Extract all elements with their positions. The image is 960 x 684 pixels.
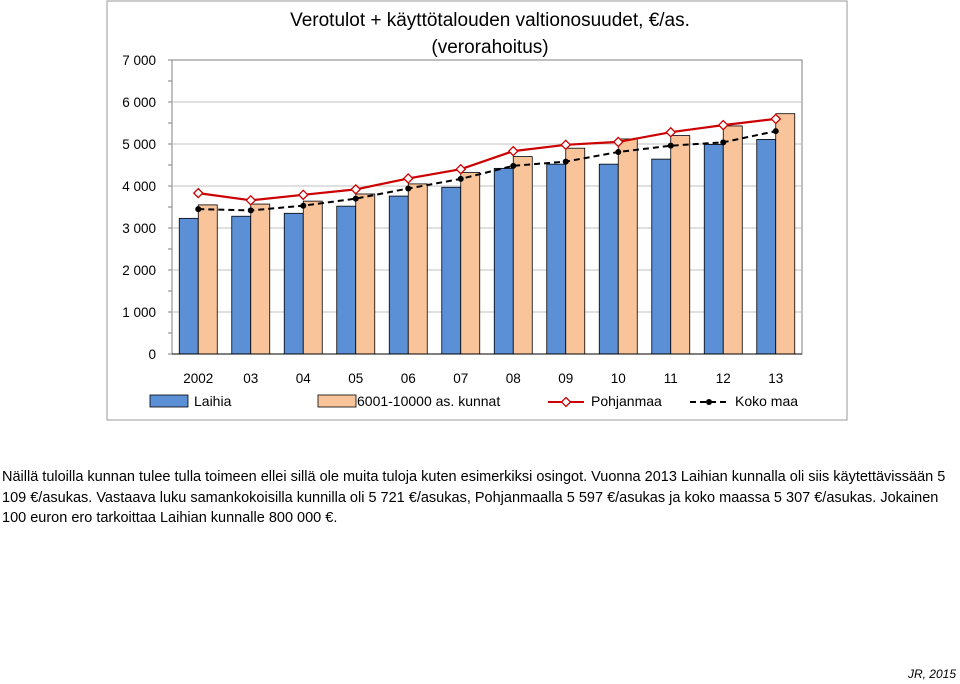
- y-axis-ticks: 0 1 000 2 000 3 000 4 000 5 000 6 000 7 000: [122, 53, 172, 362]
- bar-kunnat: [512, 156, 533, 355]
- point-koko-maa: [772, 128, 779, 135]
- point-pohjanmaa: [507, 145, 519, 157]
- bar-laihia: [231, 215, 252, 355]
- x-tick-label: 10: [611, 371, 626, 386]
- chart-subtitle: (verorahoitus): [431, 37, 548, 58]
- chart: Verotulot + käyttötalouden valtionosuude…: [106, 0, 848, 421]
- point-koko-maa: [300, 202, 307, 209]
- bar-kunnat: [617, 138, 638, 355]
- series-lines: [192, 113, 782, 214]
- bar-laihia: [651, 158, 672, 355]
- bar-kunnat: [460, 172, 481, 355]
- legend-label-pohjanmaa: Pohjanmaa: [591, 393, 662, 409]
- y-tick-label: 1 000: [122, 305, 156, 320]
- bar-laihia: [598, 163, 619, 355]
- bar-laihia: [756, 139, 777, 355]
- bar-kunnat: [565, 147, 586, 355]
- caption-text: Näillä tuloilla kunnan tulee tulla toime…: [2, 469, 946, 526]
- bar-laihia: [441, 186, 462, 355]
- bar-kunnat: [355, 193, 376, 355]
- bar-laihia: [493, 167, 514, 355]
- bar-kunnat: [722, 125, 743, 355]
- x-tick-label: 11: [664, 371, 678, 386]
- x-tick-label: 03: [243, 371, 258, 386]
- x-tick-label: 13: [768, 371, 783, 386]
- x-tick-label: 08: [506, 371, 521, 386]
- bars: [178, 113, 796, 355]
- bar-kunnat: [302, 200, 323, 355]
- y-tick-label: 2 000: [122, 263, 156, 278]
- point-koko-maa: [195, 206, 202, 213]
- bar-kunnat: [775, 113, 796, 355]
- y-tick-label: 7 000: [122, 53, 156, 68]
- point-pohjanmaa: [717, 119, 729, 131]
- point-koko-maa: [352, 195, 359, 202]
- y-tick-label: 3 000: [122, 221, 156, 236]
- bar-laihia: [336, 205, 357, 355]
- legend-marker-pohjanmaa: [560, 396, 572, 408]
- point-pohjanmaa: [297, 189, 309, 201]
- point-pohjanmaa: [612, 136, 624, 148]
- point-koko-maa: [720, 139, 727, 146]
- bar-laihia: [283, 212, 304, 355]
- bar-kunnat: [407, 183, 428, 355]
- point-pohjanmaa: [560, 139, 572, 151]
- x-tick-label: 09: [558, 371, 573, 386]
- bar-laihia: [178, 217, 199, 355]
- x-tick-label: 05: [348, 371, 363, 386]
- legend: Laihia 6001-10000 as. kunnat Pohjanmaa Koko…: [149, 393, 798, 409]
- plot-area: [171, 59, 803, 355]
- point-koko-maa: [247, 207, 254, 214]
- x-tick-label: 04: [296, 371, 312, 386]
- y-tick-label: 6 000: [122, 95, 156, 110]
- point-koko-maa: [510, 162, 517, 169]
- point-pohjanmaa: [455, 163, 467, 175]
- point-pohjanmaa: [350, 183, 362, 195]
- legend-label-kunnat: 6001-10000 as. kunnat: [357, 393, 500, 409]
- line-koko-maa: [198, 130, 777, 212]
- x-tick-label: 2002: [183, 371, 213, 386]
- bar-laihia: [388, 195, 409, 355]
- legend-swatch-laihia: [149, 394, 189, 408]
- legend-label-koko-maa: Koko maa: [735, 393, 798, 409]
- legend-label-laihia: Laihia: [194, 393, 232, 409]
- y-tick-label: 4 000: [122, 179, 156, 194]
- point-pohjanmaa: [770, 113, 782, 125]
- y-tick-label: 0: [148, 347, 156, 362]
- y-tick-label: 5 000: [122, 137, 156, 152]
- chart-title: Verotulot + käyttötalouden valtionosuude…: [290, 10, 690, 31]
- bar-kunnat: [670, 135, 691, 355]
- point-koko-maa: [457, 175, 464, 182]
- point-pohjanmaa: [192, 187, 204, 199]
- legend-swatch-kunnat: [317, 394, 357, 408]
- point-koko-maa: [615, 148, 622, 155]
- x-tick-label: 12: [716, 371, 731, 386]
- x-tick-label: 07: [453, 371, 468, 386]
- point-pohjanmaa: [245, 194, 257, 206]
- legend-marker-koko-maa: [706, 399, 712, 405]
- point-koko-maa: [405, 185, 412, 192]
- point-pohjanmaa: [402, 173, 414, 184]
- point-koko-maa: [667, 142, 674, 149]
- point-pohjanmaa: [665, 126, 677, 138]
- bar-kunnat: [197, 204, 218, 355]
- signature: JR, 2015: [907, 667, 956, 681]
- point-koko-maa: [562, 158, 569, 165]
- line-pohjanmaa: [198, 117, 776, 202]
- x-axis-ticks: 2002 03 04 05 06 07 08 09 10 11 12 13: [183, 371, 783, 386]
- x-tick-label: 06: [401, 371, 416, 386]
- bar-laihia: [546, 163, 567, 355]
- bar-laihia: [703, 144, 724, 355]
- bar-kunnat: [250, 203, 271, 355]
